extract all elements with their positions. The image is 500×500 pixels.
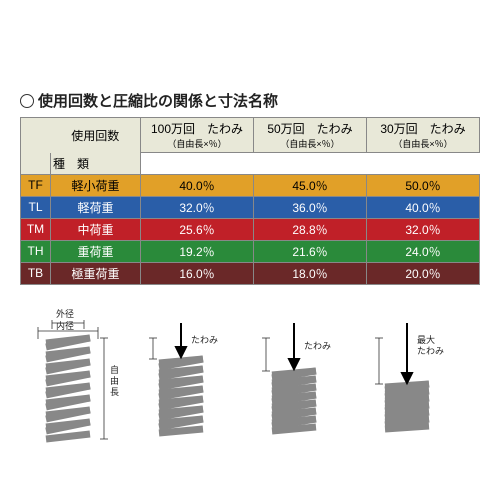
col0-sub: （自由長×％）	[141, 137, 253, 150]
usage-header: 使用回数	[51, 118, 141, 153]
table-row: TM中荷重25.6％28.8％32.0％	[21, 218, 480, 240]
spring-icon	[46, 338, 90, 439]
table-row: TB極重荷重16.0％18.0％20.0％	[21, 262, 480, 284]
type-header: 種 類	[51, 153, 141, 175]
table-row: TH重荷重19.2％21.6％24.0％	[21, 240, 480, 262]
circle-bullet-icon	[20, 94, 34, 108]
inner-dia-label: 内径	[56, 320, 74, 331]
table-row: TL軽荷重32.0％36.0％40.0％	[21, 196, 480, 218]
spring-diagram-deflect-2: たわみ	[252, 303, 362, 463]
spring-diagram-free: 外径 内径 自由長	[26, 303, 136, 463]
col2-sub: （自由長×％）	[367, 137, 479, 150]
col2-top: 30万回 たわみ	[367, 120, 479, 137]
col1-top: 50万回 たわみ	[254, 120, 366, 137]
outer-dia-label: 外径	[56, 308, 74, 319]
spring-diagram-deflect-1: たわみ	[139, 303, 249, 463]
title-text: 使用回数と圧縮比の関係と寸法名称	[38, 90, 278, 111]
spring-icon	[159, 359, 203, 433]
spring-diagrams: 外径 内径 自由長	[20, 303, 480, 463]
col0-top: 100万回 たわみ	[141, 120, 253, 137]
page-title: 使用回数と圧縮比の関係と寸法名称	[20, 90, 480, 111]
spring-icon	[385, 384, 429, 429]
compression-table: 使用回数 100万回 たわみ（自由長×％） 50万回 たわみ（自由長×％） 30…	[20, 117, 480, 285]
col1-sub: （自由長×％）	[254, 137, 366, 150]
spring-icon	[272, 371, 316, 431]
free-len-label: 自由長	[110, 364, 119, 397]
deflect-label: たわみ	[304, 341, 331, 351]
max-deflect-label: 最大たわみ	[417, 334, 444, 356]
deflect-label: たわみ	[191, 335, 218, 345]
spring-diagram-max-deflect: 最大たわみ	[365, 303, 475, 463]
table-row: TF軽小荷重40.0％45.0％50.0％	[21, 174, 480, 196]
